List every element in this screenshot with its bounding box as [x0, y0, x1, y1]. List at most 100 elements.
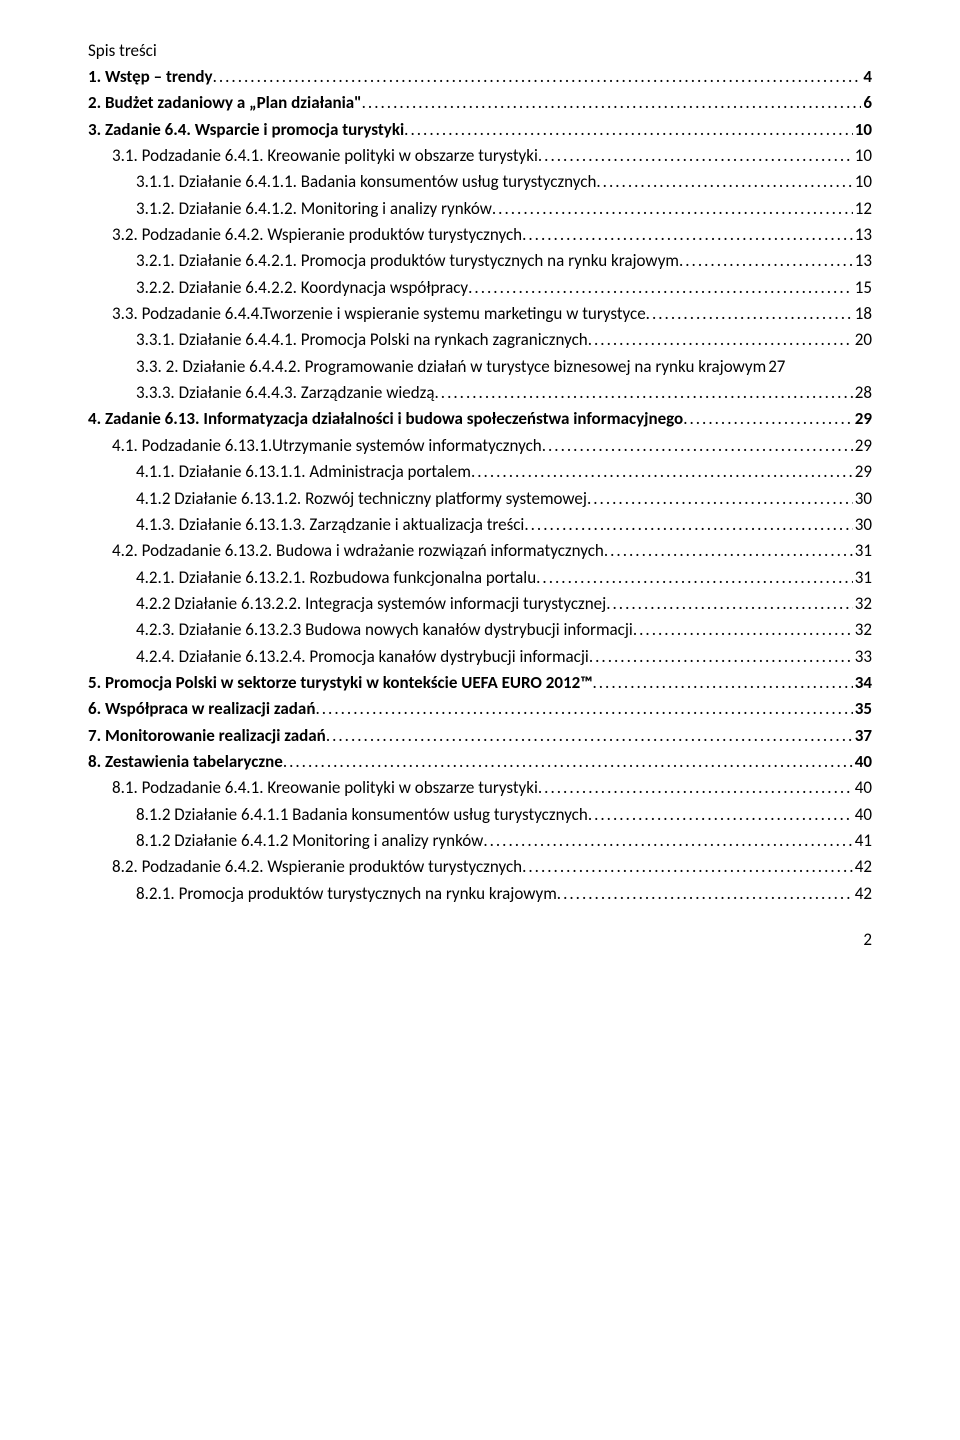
toc-entry-label: 7. Monitorowanie realizacji zadań	[88, 723, 326, 749]
toc-entry: 4.2.3. Działanie 6.13.2.3 Budowa nowych …	[88, 617, 872, 643]
toc-entry-label: 3.1.2. Działanie 6.4.1.2. Monitoring i a…	[136, 196, 492, 222]
toc-entry-page: 41	[853, 828, 872, 854]
toc-entry: 8.1.2 Działanie 6.4.1.2 Monitoring i ana…	[88, 828, 872, 854]
toc-leader-dots	[283, 749, 853, 775]
toc-leader-dots	[326, 723, 853, 749]
toc-leader-dots	[536, 565, 853, 591]
toc-entry: 3.2.1. Działanie 6.4.2.1. Promocja produ…	[88, 248, 872, 274]
toc-entry-label: 4.2.1. Działanie 6.13.2.1. Rozbudowa fun…	[136, 565, 536, 591]
toc-entry: 7. Monitorowanie realizacji zadań 37	[88, 723, 872, 749]
toc-entry-label: 4.2. Podzadanie 6.13.2. Budowa i wdrażan…	[112, 538, 604, 564]
toc-entry-label: 4.2.4. Działanie 6.13.2.4. Promocja kana…	[136, 644, 589, 670]
toc-entry-label: 2. Budżet zadaniowy a „Plan działania"	[88, 90, 362, 116]
toc-leader-dots	[492, 196, 853, 222]
toc-entry-label: 4.2.2 Działanie 6.13.2.2. Integracja sys…	[136, 591, 606, 617]
toc-entry: 4.1. Podzadanie 6.13.1.Utrzymanie system…	[88, 433, 872, 459]
toc-leader-dots	[592, 670, 852, 696]
toc-entry-page: 10	[853, 169, 872, 195]
toc-entry-label: 3.3.1. Działanie 6.4.4.1. Promocja Polsk…	[136, 327, 588, 353]
toc-entry-page: 30	[853, 486, 872, 512]
toc-leader-dots	[606, 591, 853, 617]
toc-leader-dots	[213, 64, 862, 90]
toc-entry: 8.2. Podzadanie 6.4.2. Wspieranie produk…	[88, 854, 872, 880]
toc-entry-label: 4. Zadanie 6.13. Informatyzacja działaln…	[88, 406, 683, 432]
toc-entry-page: 40	[853, 802, 872, 828]
toc-entry: 8.1.2 Działanie 6.4.1.1 Badania konsumen…	[88, 802, 872, 828]
toc-entry-page: 15	[853, 275, 872, 301]
toc-leader-dots	[522, 222, 853, 248]
toc-entry-label: 8.2.1. Promocja produktów turystycznych …	[136, 881, 557, 907]
toc-entry-label: 4.1. Podzadanie 6.13.1.Utrzymanie system…	[112, 433, 542, 459]
toc-leader-dots	[471, 459, 853, 485]
toc-entry-label: 3.2.1. Działanie 6.4.2.1. Promocja produ…	[136, 248, 679, 274]
toc-entry-page: 20	[853, 327, 872, 353]
toc-leader-dots	[588, 802, 853, 828]
toc-entry-page: 10	[853, 117, 872, 143]
toc-entry-page: 29	[853, 459, 872, 485]
toc-entry-page: 32	[853, 591, 872, 617]
toc-entry-page: 29	[853, 406, 872, 432]
toc-entry: 8. Zestawienia tabelaryczne 40	[88, 749, 872, 775]
toc-leader-dots	[542, 433, 853, 459]
toc-entry-label: 6. Współpraca w realizacji zadań	[88, 696, 315, 722]
toc-entry-label: 8. Zestawienia tabelaryczne	[88, 749, 283, 775]
page-number: 2	[88, 929, 872, 950]
toc-entry-label: 1. Wstęp – trendy	[88, 64, 213, 90]
toc-list: 1. Wstęp – trendy 42. Budżet zadaniowy a…	[88, 64, 872, 907]
toc-entry-page: 35	[853, 696, 872, 722]
toc-entry: 3.1. Podzadanie 6.4.1. Kreowanie polityk…	[88, 143, 872, 169]
toc-entry: 2. Budżet zadaniowy a „Plan działania" 6	[88, 90, 872, 116]
toc-entry-page: 10	[853, 143, 872, 169]
toc-entry-label: 3.1. Podzadanie 6.4.1. Kreowanie polityk…	[112, 143, 538, 169]
toc-leader-dots	[315, 696, 852, 722]
toc-entry: 4. Zadanie 6.13. Informatyzacja działaln…	[88, 406, 872, 432]
toc-entry-label: 8.1.2 Działanie 6.4.1.2 Monitoring i ana…	[136, 828, 483, 854]
toc-entry-label: 8.2. Podzadanie 6.4.2. Wspieranie produk…	[112, 854, 522, 880]
toc-leader-dots	[362, 90, 862, 116]
toc-leader-dots	[587, 486, 853, 512]
toc-entry-label: 4.2.3. Działanie 6.13.2.3 Budowa nowych …	[136, 617, 633, 643]
toc-entry-page: 40	[853, 775, 872, 801]
toc-entry: 5. Promocja Polski w sektorze turystyki …	[88, 670, 872, 696]
toc-entry-page: 29	[853, 433, 872, 459]
toc-leader-dots	[596, 169, 852, 195]
toc-entry-label: 3.1.1. Działanie 6.4.1.1. Badania konsum…	[136, 169, 596, 195]
toc-entry-page: 12	[853, 196, 872, 222]
toc-leader-dots	[646, 301, 853, 327]
toc-entry-page: 42	[853, 881, 872, 907]
toc-entry: 4.1.1. Działanie 6.13.1.1. Administracja…	[88, 459, 872, 485]
toc-entry-page: 6	[861, 90, 872, 116]
toc-entry-label: 3. Zadanie 6.4. Wsparcie i promocja tury…	[88, 117, 404, 143]
toc-entry-label: 5. Promocja Polski w sektorze turystyki …	[88, 670, 592, 696]
toc-entry: 3. Zadanie 6.4. Wsparcie i promocja tury…	[88, 117, 872, 143]
toc-entry-page: 18	[853, 301, 872, 327]
toc-leader-dots	[524, 512, 852, 538]
toc-entry-label: 4.1.1. Działanie 6.13.1.1. Administracja…	[136, 459, 471, 485]
toc-leader-dots	[589, 644, 853, 670]
toc-entry-label: 8.1. Podzadanie 6.4.1. Kreowanie polityk…	[112, 775, 538, 801]
toc-leader-dots	[604, 538, 853, 564]
toc-entry-label: 3.3.3. Działanie 6.4.4.3. Zarządzanie wi…	[136, 380, 435, 406]
toc-entry-page: 27	[766, 354, 785, 380]
toc-entry-page: 28	[853, 380, 872, 406]
toc-entry: 4.2.4. Działanie 6.13.2.4. Promocja kana…	[88, 644, 872, 670]
toc-entry: 4.1.3. Działanie 6.13.1.3. Zarządzanie i…	[88, 512, 872, 538]
toc-entry-page: 33	[853, 644, 872, 670]
toc-entry-label: 3.2.2. Działanie 6.4.2.2. Koordynacja ws…	[136, 275, 468, 301]
toc-entry-page: 13	[853, 222, 872, 248]
toc-leader-dots	[468, 275, 853, 301]
toc-entry-page: 32	[853, 617, 872, 643]
toc-entry: 3.3.1. Działanie 6.4.4.1. Promocja Polsk…	[88, 327, 872, 353]
toc-leader-dots	[633, 617, 853, 643]
toc-entry: 4.2.2 Działanie 6.13.2.2. Integracja sys…	[88, 591, 872, 617]
toc-entry-label: 3.2. Podzadanie 6.4.2. Wspieranie produk…	[112, 222, 522, 248]
toc-leader-dots	[404, 117, 853, 143]
toc-entry: 4.2.1. Działanie 6.13.2.1. Rozbudowa fun…	[88, 565, 872, 591]
toc-leader-dots	[683, 406, 853, 432]
toc-entry-page: 31	[853, 565, 872, 591]
toc-entry-label: 8.1.2 Działanie 6.4.1.1 Badania konsumen…	[136, 802, 588, 828]
toc-leader-dots	[435, 380, 853, 406]
toc-entry-page: 37	[853, 723, 872, 749]
toc-entry-label: 3.3. 2. Działanie 6.4.4.2. Programowanie…	[136, 354, 766, 380]
toc-entry: 6. Współpraca w realizacji zadań 35	[88, 696, 872, 722]
